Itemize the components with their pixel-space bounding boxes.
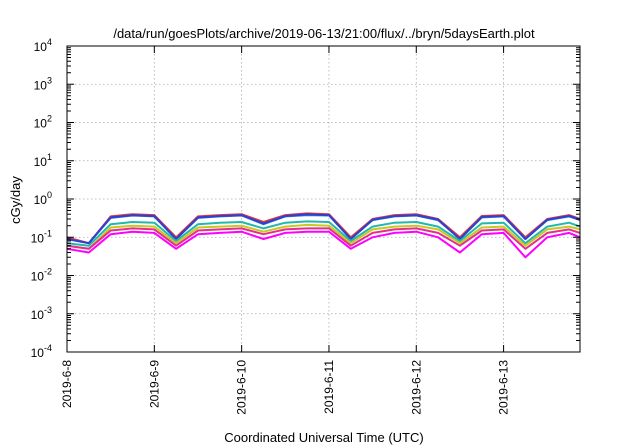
x-tick-label: 2019-6-12 <box>409 360 423 415</box>
y-tick-label: 10-2 <box>31 267 52 284</box>
x-tick-label: 2019-6-13 <box>497 360 511 415</box>
y-axis-label: cGy/day <box>8 176 23 224</box>
series-line-6 <box>66 227 581 250</box>
series-line-4 <box>66 220 581 247</box>
chart-title: /data/run/goesPlots/archive/2019-06-13/2… <box>113 26 535 41</box>
y-tick-label: 101 <box>34 152 52 169</box>
y-tick-label: 10-1 <box>31 228 52 245</box>
x-tick-label: 2019-6-8 <box>60 360 74 408</box>
series-line-5 <box>66 223 581 250</box>
x-tick-label: 2019-6-11 <box>322 360 336 414</box>
series-line-7 <box>66 230 581 259</box>
y-tick-label: 100 <box>34 190 52 207</box>
data-series <box>66 212 581 259</box>
x-tick-label: 2019-6-9 <box>147 360 161 408</box>
x-tick-label: 2019-6-10 <box>235 360 249 415</box>
y-axis-ticks: 10-4 10-3 10-2 10-1 100 101 102 103 104 <box>31 37 580 360</box>
y-tick-label: 103 <box>34 75 52 92</box>
y-tick-label: 102 <box>34 114 52 131</box>
x-axis-label: Coordinated Universal Time (UTC) <box>224 430 423 445</box>
y-tick-label: 10-4 <box>31 343 52 360</box>
y-tick-label: 104 <box>34 37 52 54</box>
grid-lines <box>67 46 580 352</box>
x-axis-ticks: 2019-6-8 2019-6-9 2019-6-10 2019-6-11 2019-6… <box>60 46 511 415</box>
y-tick-label: 10-3 <box>31 305 52 322</box>
series-line-3 <box>66 213 581 245</box>
